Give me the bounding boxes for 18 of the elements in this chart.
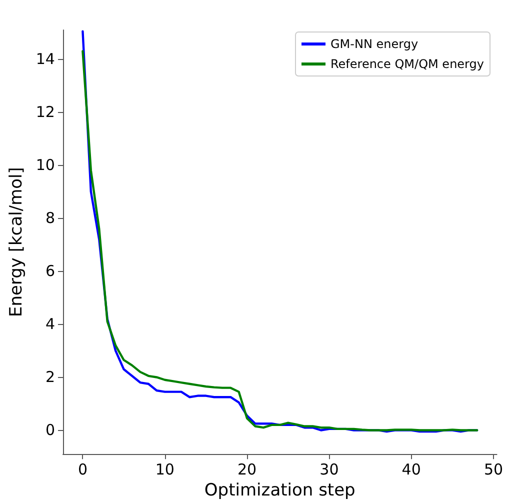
x-axis-title: Optimization step: [204, 480, 356, 500]
x-tick-label: 10: [155, 460, 174, 479]
x-tick-label: 20: [237, 460, 257, 479]
y-tick-label: 2: [45, 368, 55, 386]
y-tick-label: 12: [36, 103, 55, 122]
y-tick-label: 8: [45, 209, 55, 228]
x-tick-label: 0: [78, 460, 88, 479]
y-tick-label: 4: [45, 315, 55, 334]
y-tick-label: 0: [45, 421, 55, 440]
x-tick-label: 30: [320, 460, 339, 479]
legend-label: GM-NN energy: [330, 37, 418, 51]
y-tick-label: 6: [45, 262, 55, 280]
y-tick-label: 10: [36, 156, 55, 174]
x-tick-label: 50: [484, 460, 504, 479]
y-tick-label: 14: [36, 50, 55, 68]
legend-label: Reference QM/QM energy: [330, 57, 484, 71]
x-tick-label: 40: [402, 460, 421, 479]
y-axis-title: Energy [kcal/mol]: [6, 167, 26, 318]
